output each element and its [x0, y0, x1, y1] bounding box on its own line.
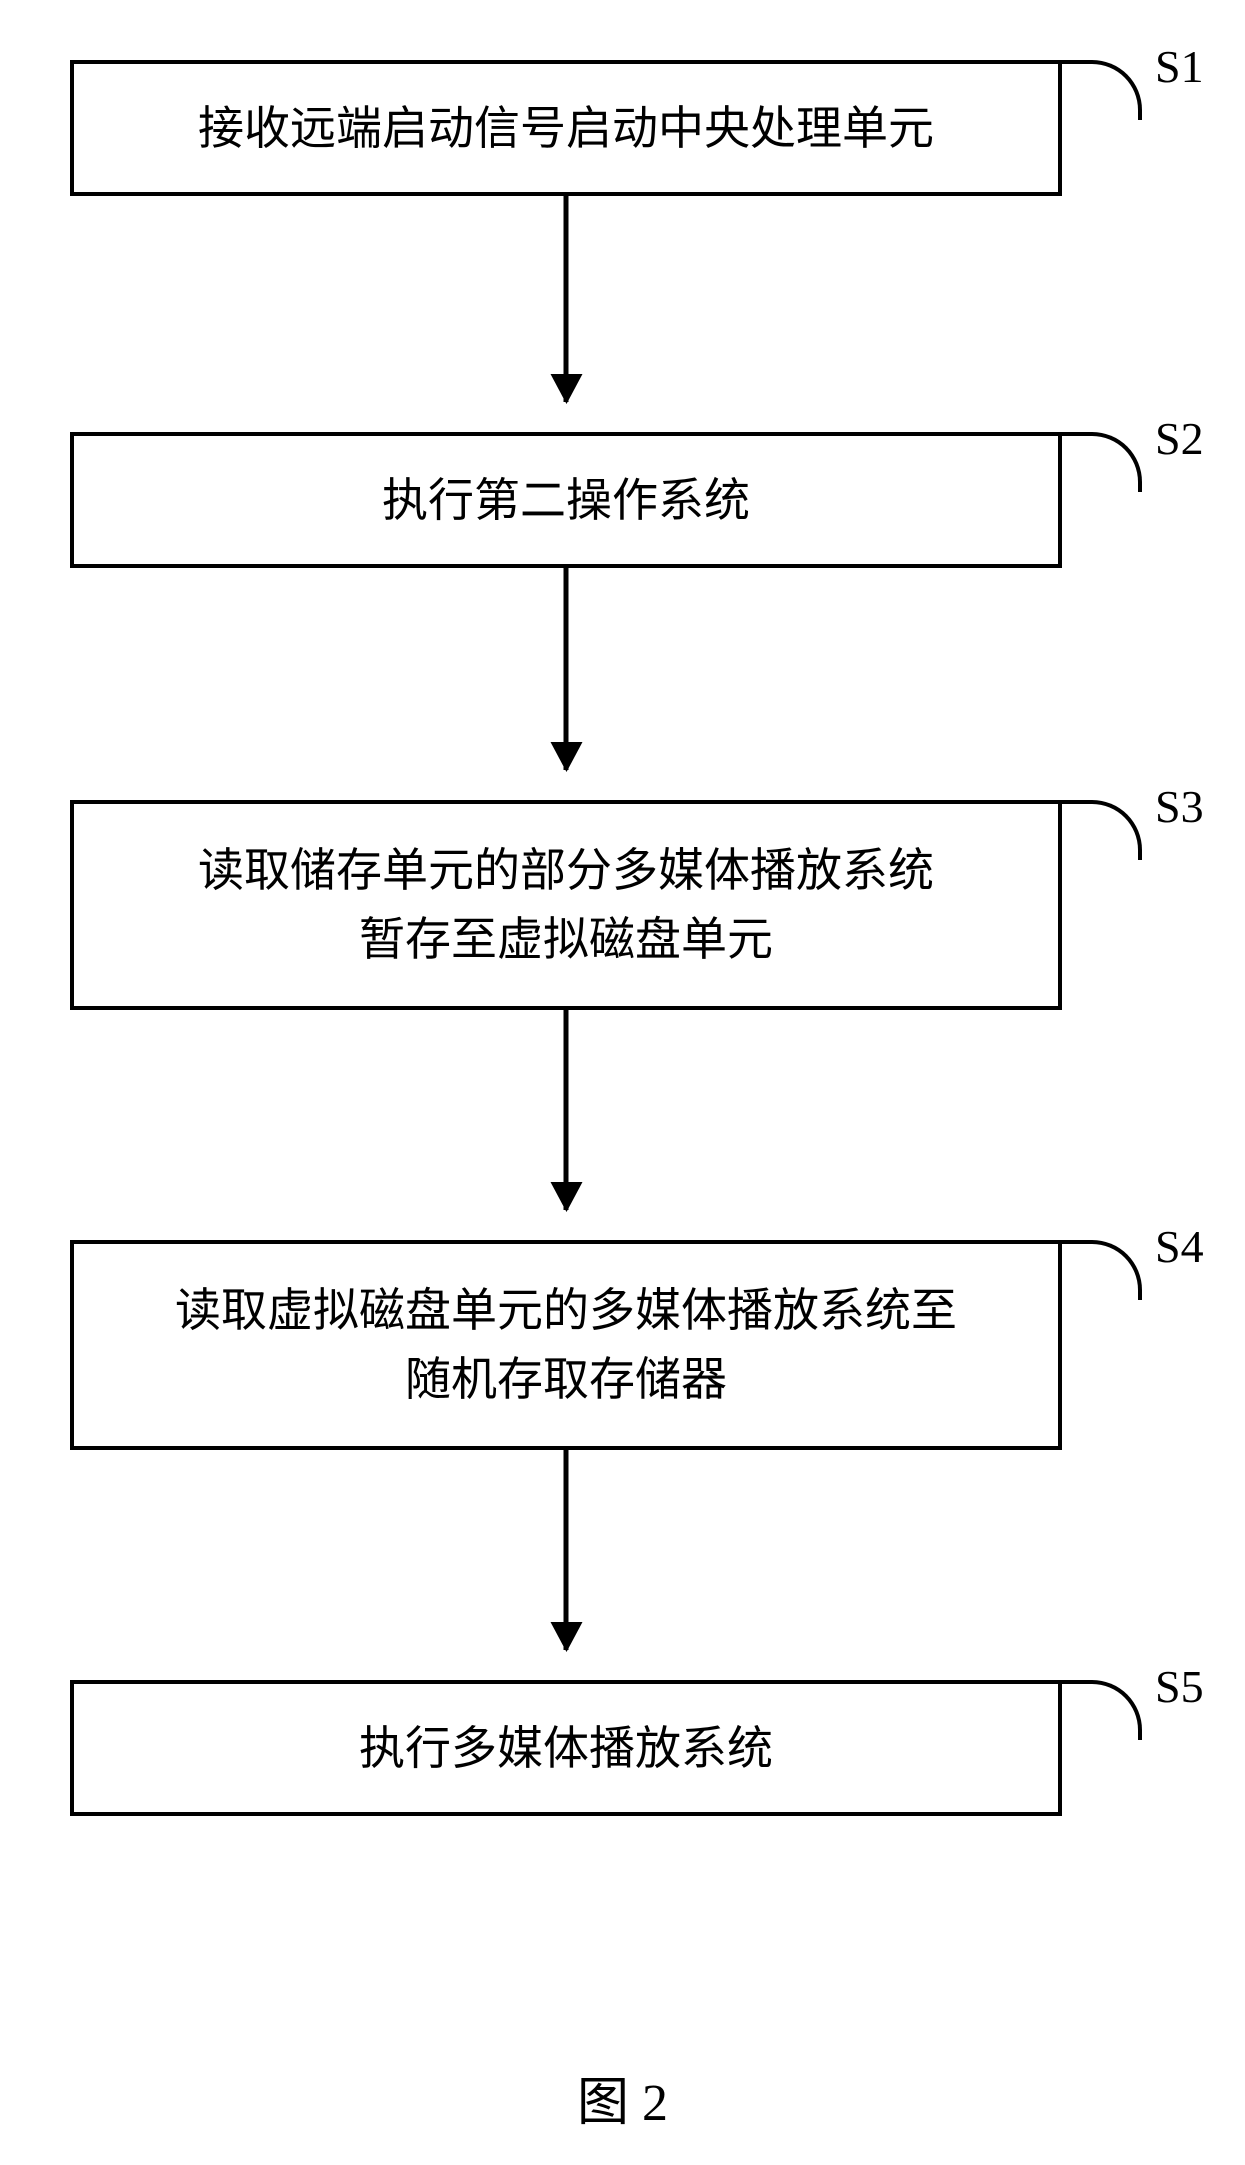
label-connector-s5 — [1062, 1680, 1142, 1740]
step-text-s4: 读取虚拟磁盘单元的多媒体播放系统至随机存取存储器 — [175, 1276, 957, 1414]
arrow-s4-s5 — [564, 1450, 569, 1650]
arrow-s2-s3 — [564, 568, 569, 770]
label-connector-s2 — [1062, 432, 1142, 492]
step-text-s3: 读取储存单元的部分多媒体播放系统暂存至虚拟磁盘单元 — [198, 836, 934, 974]
step-label-s1: S1 — [1155, 40, 1204, 93]
step-box-s4: 读取虚拟磁盘单元的多媒体播放系统至随机存取存储器 — [70, 1240, 1062, 1450]
label-connector-s4 — [1062, 1240, 1142, 1300]
label-connector-s1 — [1062, 60, 1142, 120]
step-box-s5: 执行多媒体播放系统 — [70, 1680, 1062, 1816]
step-label-s4: S4 — [1155, 1220, 1204, 1273]
step-text-s2: 执行第二操作系统 — [382, 466, 750, 535]
step-text-s1: 接收远端启动信号启动中央处理单元 — [198, 94, 934, 163]
label-connector-s3 — [1062, 800, 1142, 860]
step-box-s3: 读取储存单元的部分多媒体播放系统暂存至虚拟磁盘单元 — [70, 800, 1062, 1010]
arrow-s1-s2 — [564, 196, 569, 402]
figure-caption: 图 2 — [577, 2060, 668, 2135]
step-label-s5: S5 — [1155, 1660, 1204, 1713]
step-label-s2: S2 — [1155, 412, 1204, 465]
arrow-s3-s4 — [564, 1010, 569, 1210]
step-text-s5: 执行多媒体播放系统 — [359, 1714, 773, 1783]
step-box-s2: 执行第二操作系统 — [70, 432, 1062, 568]
step-box-s1: 接收远端启动信号启动中央处理单元 — [70, 60, 1062, 196]
step-label-s3: S3 — [1155, 780, 1204, 833]
flowchart-container: 接收远端启动信号启动中央处理单元 S1 执行第二操作系统 S2 读取储存单元的部… — [0, 0, 1245, 2165]
